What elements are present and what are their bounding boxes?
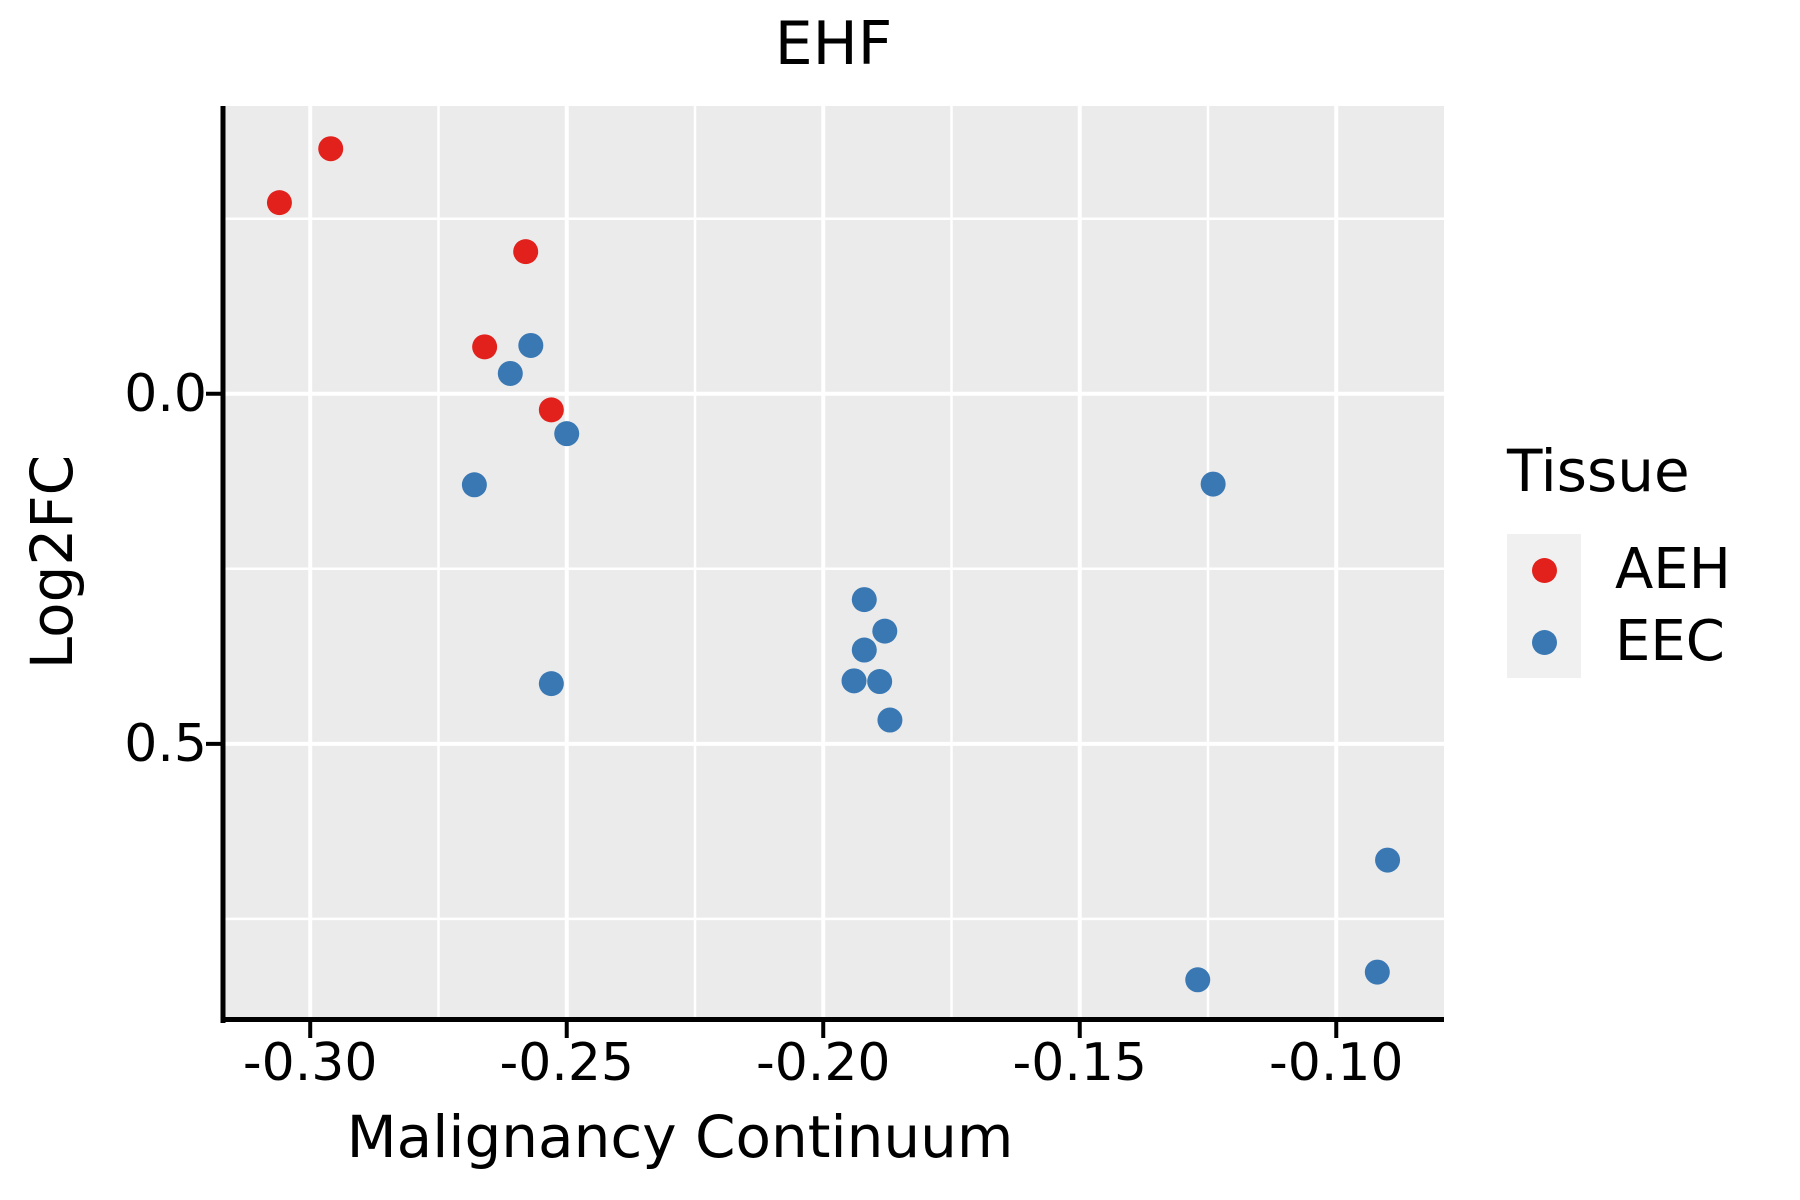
legend-entry-eec: EEC (1507, 606, 1731, 678)
data-point-eec (1375, 847, 1401, 873)
x-tick-label: -0.30 (242, 1033, 378, 1093)
x-tick-label: -0.15 (1012, 1033, 1148, 1093)
legend: Tissue AEH EEC (1507, 436, 1731, 678)
x-tick-label: -0.25 (499, 1033, 634, 1093)
data-point-eec (497, 360, 523, 386)
data-point-aeh (538, 397, 564, 423)
data-point-aeh (266, 190, 292, 216)
legend-label-aeh: AEH (1615, 537, 1731, 602)
data-point-eec (872, 618, 898, 644)
data-point-eec (1364, 959, 1390, 985)
data-point-eec (461, 472, 487, 498)
legend-key-aeh (1507, 534, 1581, 606)
y-tick-label: 0.0 (124, 363, 207, 424)
chart-title: EHF (774, 9, 893, 79)
legend-key-eec (1507, 606, 1581, 678)
aeh-dot-icon (1531, 557, 1557, 583)
legend-entry-aeh: AEH (1507, 534, 1731, 606)
legend-title: Tissue (1507, 437, 1690, 505)
eec-dot-icon (1531, 629, 1557, 655)
x-tick-label: -0.10 (1268, 1033, 1404, 1093)
data-point-eec (851, 587, 877, 613)
data-point-eec (554, 421, 580, 447)
x-axis-label: Malignancy Continuum (346, 1103, 1014, 1171)
data-point-aeh (318, 136, 344, 162)
data-point-eec (1185, 967, 1211, 993)
y-axis-label: Log2FC (18, 454, 86, 670)
data-point-eec (877, 707, 903, 733)
data-point-eec (867, 669, 893, 695)
legend-label-eec: EEC (1615, 609, 1725, 674)
data-point-aeh (513, 239, 539, 265)
data-point-eec (841, 668, 867, 694)
data-point-aeh (472, 334, 498, 360)
y-tick-label: 0.5 (124, 713, 207, 774)
data-point-eec (851, 637, 877, 663)
x-tick-label: -0.20 (755, 1033, 891, 1093)
data-point-eec (518, 332, 544, 358)
data-point-eec (1200, 471, 1226, 497)
data-point-eec (538, 671, 564, 697)
panel-background (223, 106, 1444, 1019)
